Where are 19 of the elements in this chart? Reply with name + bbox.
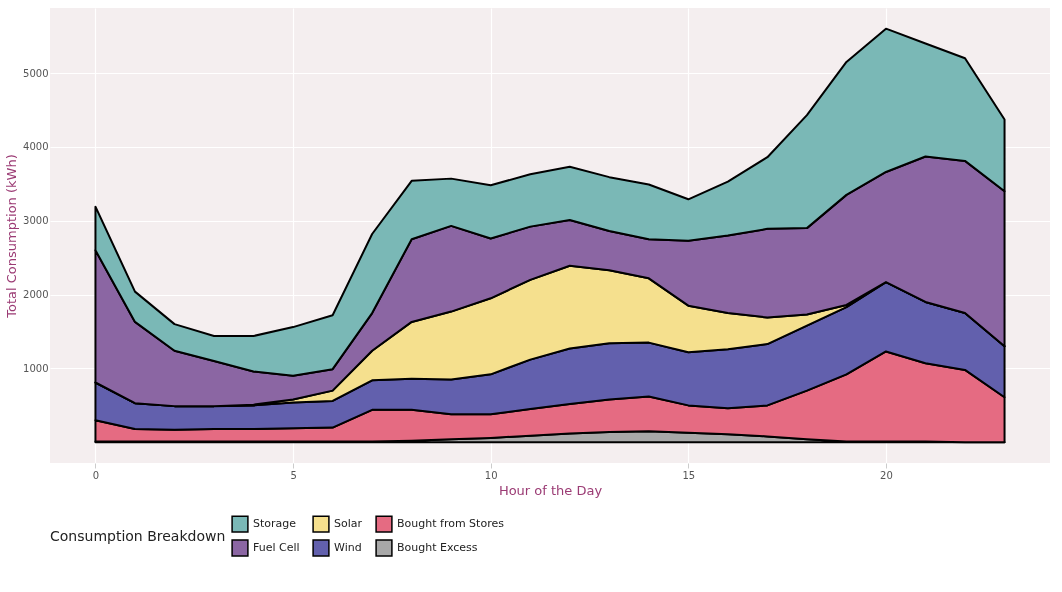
y-tick-label: 4000	[23, 141, 49, 153]
x-tick-label: 10	[484, 469, 498, 481]
x-tick-label: 5	[290, 469, 297, 481]
y-tick-label: 5000	[23, 67, 49, 79]
x-tick-label: 20	[880, 469, 893, 481]
legend-title: Consumption Breakdown	[50, 528, 226, 544]
legend-label: Bought from Stores	[397, 517, 505, 531]
legend-label: Wind	[334, 541, 362, 554]
y-axis-title: Total Consumption (kWh)	[4, 154, 20, 319]
legend-label: Storage	[253, 517, 297, 531]
legend-label: Solar	[334, 517, 363, 531]
y-tick-label: 1000	[23, 362, 49, 374]
x-tick-label: 0	[92, 469, 100, 481]
x-axis-title: Hour of the Day	[498, 482, 603, 498]
legend-label: Bought Excess	[397, 541, 478, 554]
x-tick-label: 15	[682, 469, 696, 481]
y-tick-label: 2000	[23, 289, 49, 301]
legend-label: Fuel Cell	[253, 541, 300, 554]
y-tick-label: 3000	[23, 215, 49, 227]
